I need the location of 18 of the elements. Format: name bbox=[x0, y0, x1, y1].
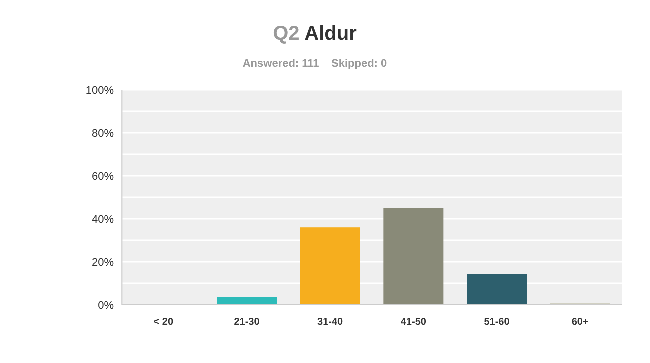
bar bbox=[217, 297, 277, 305]
x-tick-label: 51-60 bbox=[484, 317, 510, 328]
y-tick-label: 100% bbox=[86, 84, 114, 97]
x-tick-label: < 20 bbox=[154, 317, 174, 328]
y-tick-label: 0% bbox=[98, 300, 114, 312]
bar bbox=[384, 208, 444, 305]
y-tick-label: 20% bbox=[92, 256, 114, 269]
y-tick-label: 60% bbox=[92, 170, 114, 183]
y-tick-label: 80% bbox=[92, 128, 114, 140]
bar bbox=[467, 274, 527, 305]
x-tick-label: 21-30 bbox=[234, 317, 260, 328]
x-tick-label: 60+ bbox=[572, 317, 589, 328]
x-tick-label: 31-40 bbox=[318, 317, 344, 328]
x-tick-label: 41-50 bbox=[400, 317, 427, 328]
chart-title: Q2 Aldur bbox=[273, 23, 358, 45]
bar bbox=[300, 228, 360, 305]
chart-subtitle: Answered: 111 Skipped: 0 bbox=[242, 58, 388, 70]
y-tick-label: 40% bbox=[92, 214, 114, 226]
